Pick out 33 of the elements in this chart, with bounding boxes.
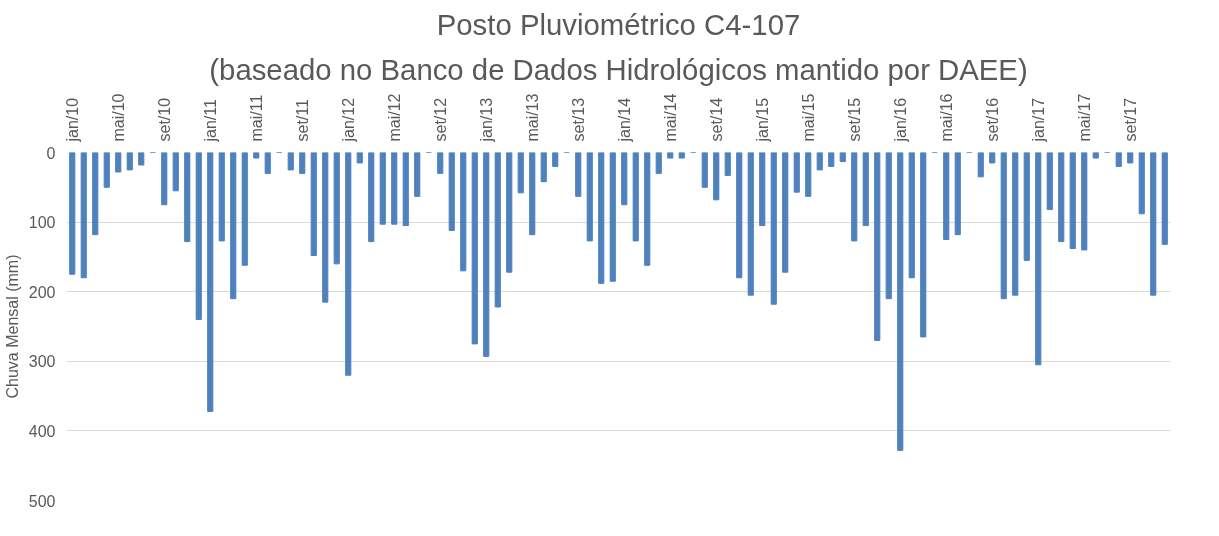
x-tick-label: jan/11	[201, 98, 219, 143]
x-tick-label: set/17	[1121, 97, 1139, 142]
x-tick-label: mai/13	[523, 93, 541, 142]
x-tick-label: set/13	[569, 97, 587, 142]
x-tick-label: set/10	[155, 97, 173, 142]
x-tick-label: mai/16	[937, 93, 955, 142]
y-tick-label: 300	[28, 353, 56, 371]
x-tick-label: jan/13	[477, 97, 495, 143]
x-tick-label: set/16	[983, 97, 1001, 142]
y-tick-label: 100	[28, 214, 56, 232]
x-tick-label: set/14	[707, 97, 725, 142]
x-tick-label: jan/14	[615, 97, 633, 143]
x-tick-label: mai/15	[799, 93, 817, 142]
x-tick-label: set/15	[845, 97, 863, 142]
x-tick-label: jan/10	[63, 97, 81, 143]
x-tick-label: set/12	[431, 97, 449, 142]
chart-title: Posto Pluviométrico C4-107	[436, 7, 801, 41]
x-tick-label: mai/12	[385, 93, 403, 142]
x-tick-label: jan/12	[339, 97, 357, 143]
y-axis-title: Chuva Mensal (mm)	[3, 254, 21, 399]
x-tick-label: mai/10	[109, 93, 127, 142]
chart-subtitle: (baseado no Banco de Dados Hidrológicos mantido por DAEE)	[209, 52, 1028, 86]
y-tick-label: 0	[46, 144, 56, 162]
y-tick-label: 200	[28, 283, 56, 301]
x-tick-label: mai/17	[1075, 93, 1093, 142]
x-tick-label: set/11	[293, 99, 311, 142]
y-tick-label: 500	[28, 492, 56, 510]
x-tick-label: jan/16	[891, 97, 909, 143]
x-tick-label: mai/11	[247, 94, 265, 142]
x-tick-label: jan/15	[753, 97, 771, 143]
x-tick-label: jan/17	[1029, 97, 1047, 143]
x-tick-label: mai/14	[661, 93, 679, 142]
y-tick-label: 400	[28, 422, 56, 440]
